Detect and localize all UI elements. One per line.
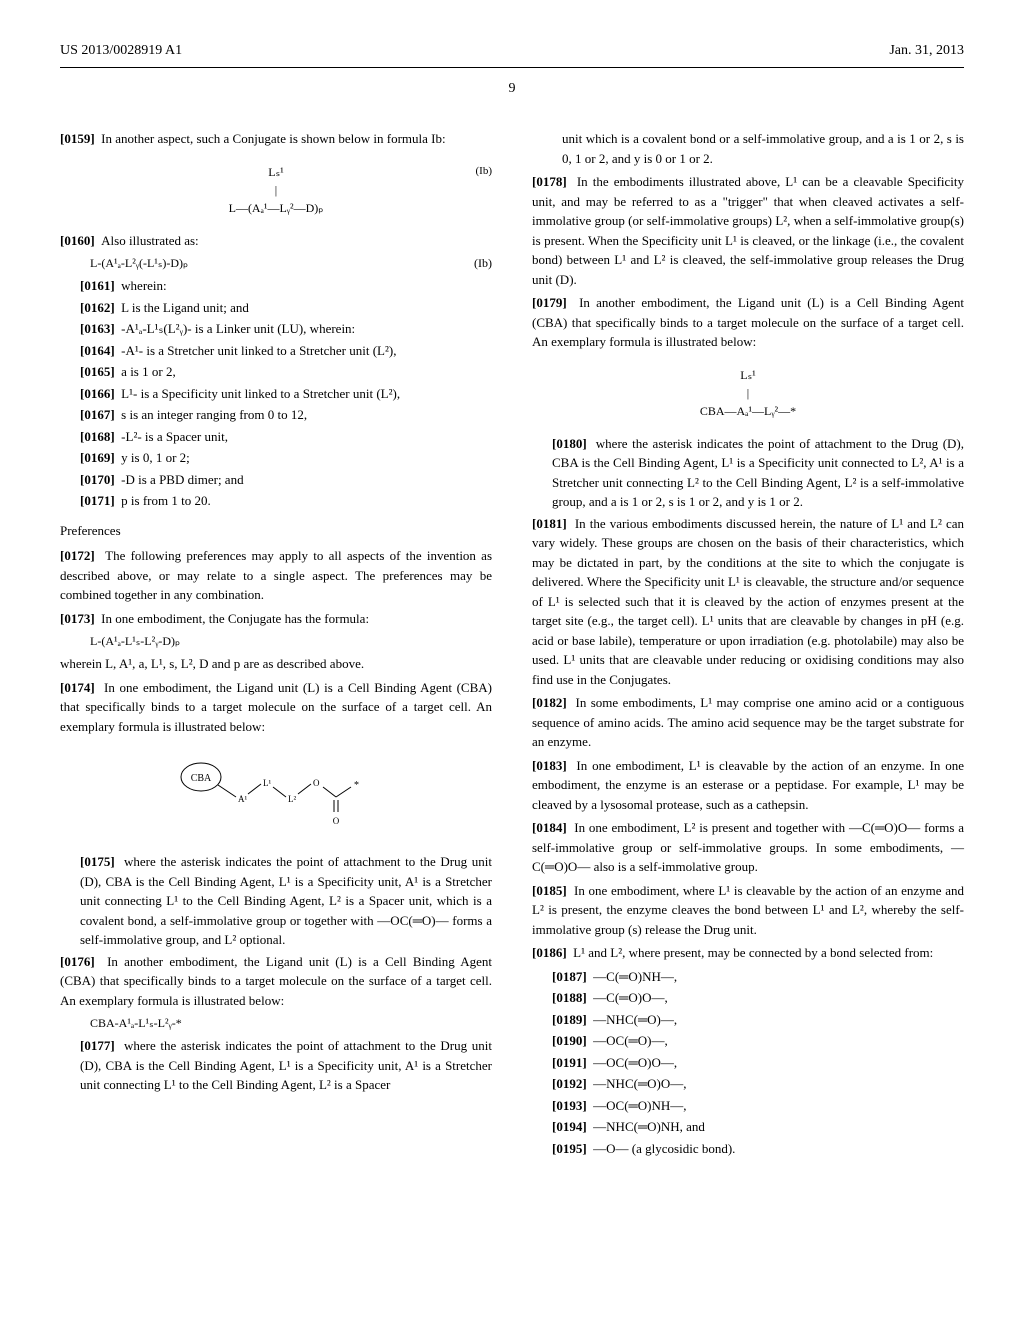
svg-text:L¹: L¹ (263, 778, 271, 788)
para-0175: [0175] where the asterisk indicates the … (80, 852, 492, 950)
content-columns: [0159] In another aspect, such a Conjuga… (60, 129, 964, 1160)
para-0161: [0161] wherein: (80, 276, 492, 296)
para-0173b: wherein L, A¹, a, L¹, s, L², D and p are… (60, 654, 492, 674)
para-0189: [0189] —NHC(═O)—, (552, 1010, 964, 1030)
left-column: [0159] In another aspect, such a Conjuga… (60, 129, 492, 1160)
para-0166: [0166] L¹- is a Specificity unit linked … (80, 384, 492, 404)
pub-number: US 2013/0028919 A1 (60, 40, 182, 61)
para-0195: [0195] —O— (a glycosidic bond). (552, 1139, 964, 1159)
para-0179: [0179] In another embodiment, the Ligand… (532, 293, 964, 352)
para-0162: [0162] L is the Ligand unit; and (80, 298, 492, 318)
para-0172: [0172] The following preferences may app… (60, 546, 492, 605)
para-0170: [0170] -D is a PBD dimer; and (80, 470, 492, 490)
para-0160: [0160] Also illustrated as: (60, 231, 492, 251)
para-0190: [0190] —OC(═O)—, (552, 1031, 964, 1051)
para-0192: [0192] —NHC(═O)O—, (552, 1074, 964, 1094)
pub-date: Jan. 31, 2013 (889, 40, 964, 61)
formula-173: L-(A¹ₐ-L¹ₛ-L²ᵧ-D)ₚ (90, 632, 492, 650)
para-0174: [0174] In one embodiment, the Ligand uni… (60, 678, 492, 737)
para-0168: [0168] -L²- is a Spacer unit, (80, 427, 492, 447)
svg-text:*: * (354, 780, 359, 791)
svg-text:L²: L² (288, 794, 296, 804)
para-num: [0159] (60, 131, 95, 146)
para-0167: [0167] s is an integer ranging from 0 to… (80, 405, 492, 425)
page-header: US 2013/0028919 A1 Jan. 31, 2013 (60, 40, 964, 68)
cba-diagram-1: CBA A¹ L¹ L² O * O (60, 752, 492, 836)
para-0187: [0187] —C(═O)NH—, (552, 967, 964, 987)
svg-text:A¹: A¹ (238, 794, 247, 804)
para-0186: [0186] L¹ and L², where present, may be … (532, 943, 964, 963)
para-0193: [0193] —OC(═O)NH—, (552, 1096, 964, 1116)
right-column: unit which is a covalent bond or a self-… (532, 129, 964, 1160)
para-0181: [0181] In the various embodiments discus… (532, 514, 964, 690)
formula-176: CBA-A¹ₐ-L¹ₛ-L²ᵧ-* (90, 1014, 492, 1032)
para-0169: [0169] y is 0, 1 or 2; (80, 448, 492, 468)
svg-text:O: O (333, 816, 340, 826)
para-0177: [0177] where the asterisk indicates the … (80, 1036, 492, 1095)
para-0171: [0171] p is from 1 to 20. (80, 491, 492, 511)
formula-ib2: L-(A¹ₐ-L²ᵧ(-L¹ₛ)-D)ₚ (Ib) (90, 254, 492, 272)
para-0183: [0183] In one embodiment, L¹ is cleavabl… (532, 756, 964, 815)
page-number: 9 (60, 78, 964, 99)
para-0164: [0164] -A¹- is a Stretcher unit linked t… (80, 341, 492, 361)
para-0176: [0176] In another embodiment, the Ligand… (60, 952, 492, 1011)
svg-text:O: O (313, 778, 320, 788)
para-0191: [0191] —OC(═O)O—, (552, 1053, 964, 1073)
para-0165: [0165] a is 1 or 2, (80, 362, 492, 382)
para-0184: [0184] In one embodiment, L² is present … (532, 818, 964, 877)
para-0177-cont: unit which is a covalent bond or a self-… (562, 129, 964, 168)
preferences-heading: Preferences (60, 521, 492, 541)
formula-179: Lₛ¹ | CBA—Aₐ¹—Lᵧ²—* (532, 366, 964, 420)
para-0182: [0182] In some embodiments, L¹ may compr… (532, 693, 964, 752)
para-0185: [0185] In one embodiment, where L¹ is cl… (532, 881, 964, 940)
para-0173: [0173] In one embodiment, the Conjugate … (60, 609, 492, 629)
para-0163: [0163] -A¹ₐ-L¹ₛ(L²ᵧ)- is a Linker unit (… (80, 319, 492, 339)
svg-text:CBA: CBA (191, 773, 212, 784)
para-0194: [0194] —NHC(═O)NH, and (552, 1117, 964, 1137)
para-0188: [0188] —C(═O)O—, (552, 988, 964, 1008)
para-0159: [0159] In another aspect, such a Conjuga… (60, 129, 492, 149)
para-0178: [0178] In the embodiments illustrated ab… (532, 172, 964, 289)
para-0180: [0180] where the asterisk indicates the … (552, 434, 964, 512)
formula-ib: (Ib) Lₛ¹ | L—(Aₐ¹—Lᵧ²—D)ₚ (60, 163, 492, 217)
